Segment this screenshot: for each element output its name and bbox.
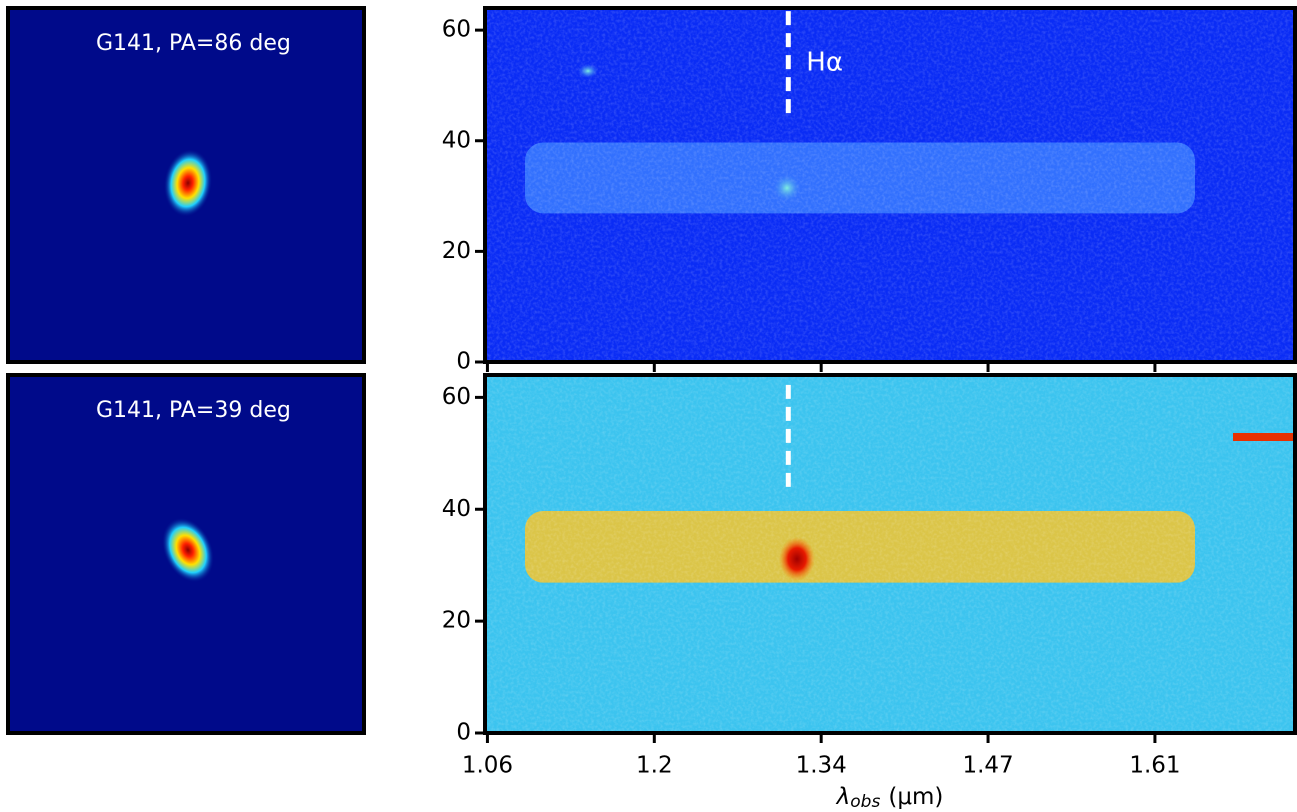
source-blob bbox=[163, 149, 213, 217]
x-tick-label: 1.2 bbox=[636, 753, 673, 779]
panel-annotation: G141, PA=39 deg bbox=[96, 398, 291, 423]
texture-noise bbox=[485, 8, 1295, 362]
panel-frame bbox=[6, 373, 366, 735]
x-tick-label: 1.61 bbox=[1129, 753, 1180, 779]
emission-knot bbox=[779, 537, 815, 581]
y-tick-label: 20 bbox=[442, 608, 471, 634]
source-blob bbox=[161, 517, 215, 583]
emission-knot bbox=[773, 174, 801, 202]
texture-noise bbox=[485, 375, 1295, 733]
contaminant-trace bbox=[1233, 433, 1293, 441]
x-tick-label: 1.06 bbox=[462, 753, 513, 779]
y-tick-label: 60 bbox=[442, 384, 471, 410]
x-tick-label: 1.47 bbox=[962, 753, 1013, 779]
x-tick-label: 1.34 bbox=[796, 753, 847, 779]
star-spot bbox=[578, 64, 598, 78]
panel-frame bbox=[6, 6, 366, 364]
x-label-unit: (μm) bbox=[888, 784, 943, 810]
y-tick-label: 60 bbox=[442, 17, 471, 43]
line-annotation: Hα bbox=[806, 48, 843, 78]
x-label-symbol: λ bbox=[835, 784, 851, 810]
panel-frame bbox=[483, 373, 1297, 735]
y-tick-label: 40 bbox=[442, 496, 471, 522]
panel-annotation: G141, PA=86 deg bbox=[96, 31, 291, 56]
y-tick-label: 40 bbox=[442, 127, 471, 153]
y-tick-label: 0 bbox=[456, 349, 471, 375]
x-label-subscript: obs bbox=[850, 792, 880, 812]
y-tick-label: 20 bbox=[442, 238, 471, 264]
x-axis-label: λobs (μm) bbox=[835, 784, 944, 812]
y-tick-label: 0 bbox=[456, 720, 471, 746]
panel-frame bbox=[483, 6, 1297, 364]
